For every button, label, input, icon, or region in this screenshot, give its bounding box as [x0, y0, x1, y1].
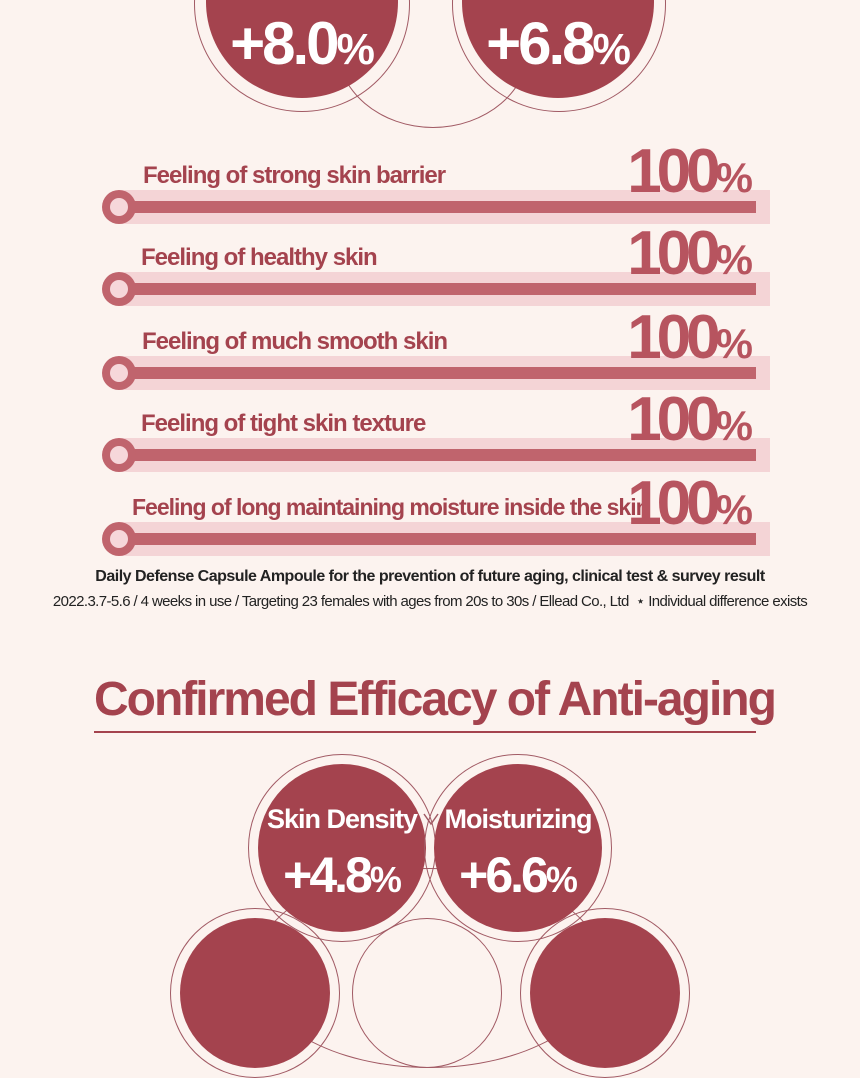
efficacy-circle: [530, 918, 680, 1068]
efficacy-label: Skin Density: [266, 804, 418, 834]
bar-label: Feeling of strong skin barrier: [143, 162, 446, 189]
bar-value: 100%: [627, 218, 753, 289]
bar-fill: [118, 367, 756, 379]
bar-label: Feeling of long maintaining moisture ins…: [132, 494, 650, 520]
bar-label: Feeling of tight skin texture: [141, 410, 426, 437]
survey-bar: Feeling of healthy skin 100%: [0, 219, 860, 310]
efficacy-circle: Moisturizing +6.6%: [434, 764, 602, 932]
survey-bar: Feeling of long maintaining moisture ins…: [0, 469, 860, 560]
bar-value-number: 100: [627, 303, 720, 372]
survey-note-info: 2022.3.7-5.6 / 4 weeks in use / Targetin…: [52, 593, 629, 610]
bar-value: 100%: [627, 384, 753, 455]
chevron-down-icon: [423, 813, 439, 826]
section-title: Confirmed Efficacy of Anti-aging: [94, 673, 777, 726]
efficacy-value: +6.8: [486, 10, 595, 77]
survey-bar: Feeling of strong skin barrier 100%: [0, 137, 860, 228]
bar-value-number: 100: [627, 469, 720, 538]
bar-fill: [118, 533, 756, 545]
bar-knob: [102, 190, 136, 224]
percent-sign: %: [715, 154, 753, 201]
bar-value: 100%: [627, 136, 753, 207]
efficacy-circle: [180, 918, 330, 1068]
percent-sign: %: [592, 26, 631, 74]
survey-note-disclaimer: ⋆ Individual difference exists: [635, 593, 808, 610]
survey-note-detail: 2022.3.7-5.6 / 4 weeks in use / Targetin…: [0, 592, 860, 610]
bar-label: Feeling of healthy skin: [141, 244, 378, 271]
bar-value: 100%: [627, 302, 753, 373]
percent-sign: %: [545, 859, 578, 900]
title-underline: [94, 731, 756, 733]
percent-sign: %: [715, 402, 753, 449]
bar-knob: [102, 272, 136, 306]
efficacy-value: +4.8: [283, 847, 373, 903]
bar-label: Feeling of much smooth skin: [142, 328, 448, 355]
efficacy-value: +8.0: [230, 10, 339, 77]
bar-knob: [102, 438, 136, 472]
percent-sign: %: [715, 236, 753, 283]
percent-sign: %: [336, 26, 375, 74]
efficacy-circle: Skin Density +4.8%: [258, 764, 426, 932]
efficacy-label: Moisturizing: [444, 804, 593, 834]
bar-fill: [118, 201, 756, 213]
bar-value-number: 100: [627, 137, 720, 206]
bar-value: 100%: [627, 468, 753, 539]
circle-outline: [424, 754, 612, 942]
percent-sign: %: [369, 859, 402, 900]
bar-value-number: 100: [627, 219, 720, 288]
efficacy-value: +6.6: [459, 847, 549, 903]
survey-note-title: Daily Defense Capsule Ampoule for the pr…: [95, 568, 765, 585]
percent-sign: %: [715, 320, 753, 367]
efficacy-circle: +8.0%: [206, 0, 398, 98]
bar-value-number: 100: [627, 385, 720, 454]
survey-bar: Feeling of much smooth skin 100%: [0, 303, 860, 394]
bar-knob: [102, 356, 136, 390]
bar-fill: [118, 283, 756, 295]
survey-bar: Feeling of tight skin texture 100%: [0, 385, 860, 476]
bar-knob: [102, 522, 136, 556]
percent-sign: %: [715, 486, 753, 533]
decorative-ring: [352, 918, 502, 1068]
bar-fill: [118, 449, 756, 461]
